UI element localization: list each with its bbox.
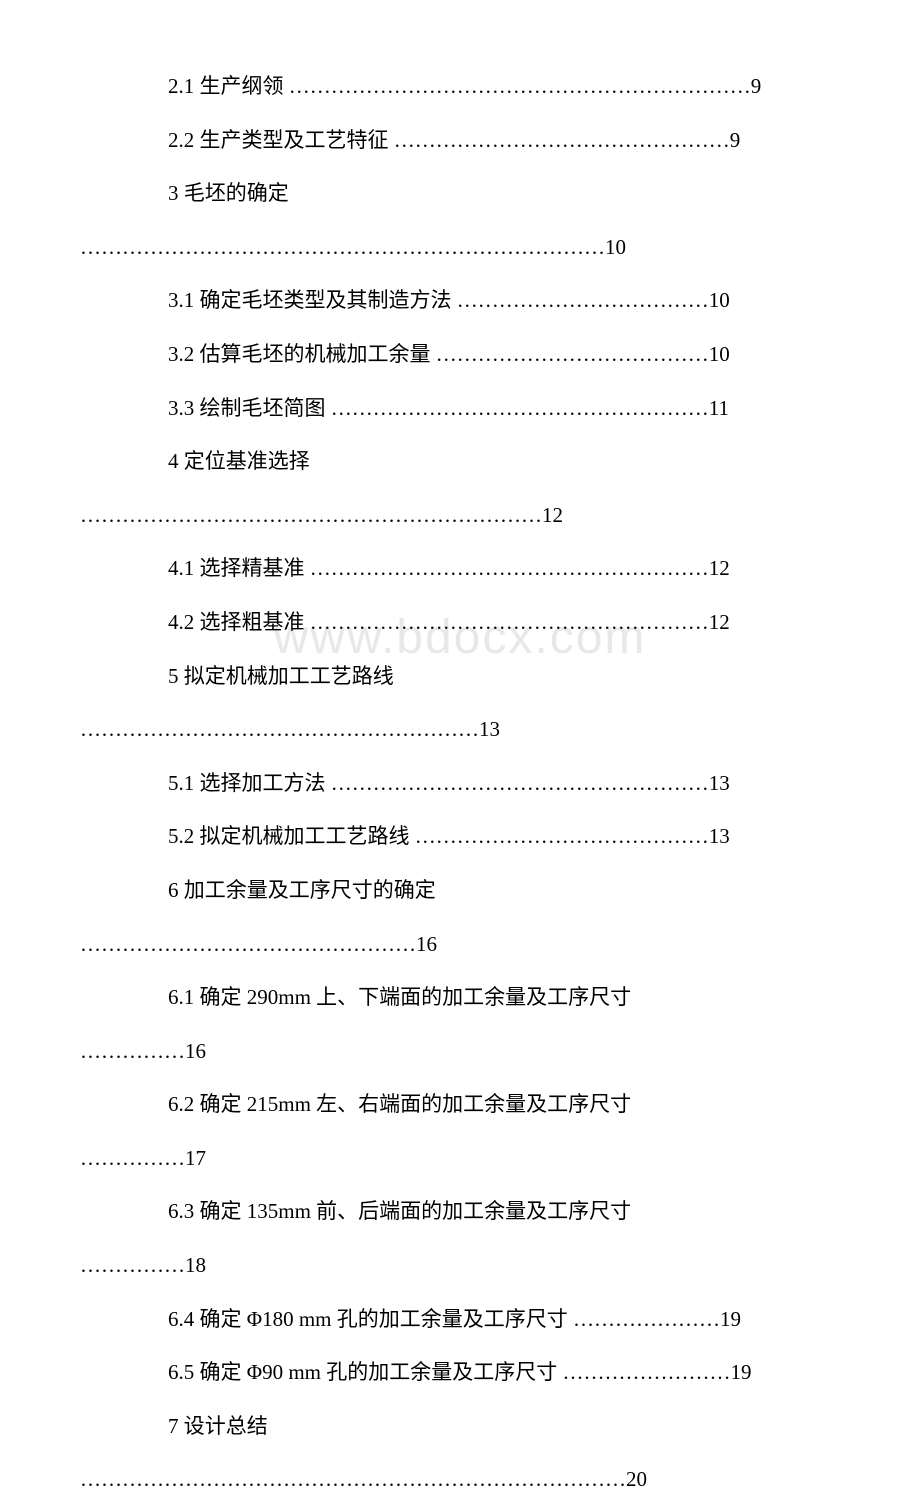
toc-container: 2.1 生产纲领 …………………………………………………………9 2.2 生产类… xyxy=(80,70,840,1497)
toc-entry: 6.5 确定 Φ90 mm 孔的加工余量及工序尺寸 ……………………19 xyxy=(80,1356,840,1390)
toc-entry-continuation: …………………………………………16 xyxy=(80,928,840,962)
toc-entry-continuation: …………………………………………………………12 xyxy=(80,499,840,533)
toc-entry: 3.2 估算毛坯的机械加工余量 …………………………………10 xyxy=(80,338,840,372)
toc-entry: 3 毛坯的确定 xyxy=(80,177,840,211)
toc-entry: 4.2 选择粗基准 …………………………………………………12 xyxy=(80,606,840,640)
toc-entry: 5.1 选择加工方法 ………………………………………………13 xyxy=(80,767,840,801)
toc-entry: 3.1 确定毛坯类型及其制造方法 ………………………………10 xyxy=(80,284,840,318)
toc-entry: 3.3 绘制毛坯简图 ………………………………………………11 xyxy=(80,392,840,426)
toc-entry-continuation: ……………18 xyxy=(80,1249,840,1283)
toc-entry: 6 加工余量及工序尺寸的确定 xyxy=(80,874,840,908)
toc-entry: 6.4 确定 Φ180 mm 孔的加工余量及工序尺寸 …………………19 xyxy=(80,1303,840,1337)
toc-entry-continuation: ……………16 xyxy=(80,1035,840,1069)
toc-entry: 6.2 确定 215mm 左、右端面的加工余量及工序尺寸 xyxy=(80,1088,840,1122)
toc-entry: 4.1 选择精基准 …………………………………………………12 xyxy=(80,552,840,586)
toc-entry-continuation: …………………………………………………………………10 xyxy=(80,231,840,265)
toc-entry-continuation: …………………………………………………13 xyxy=(80,713,840,747)
toc-entry: 2.2 生产类型及工艺特征 …………………………………………9 xyxy=(80,124,840,158)
toc-entry: 7 设计总结 xyxy=(80,1410,840,1444)
toc-content: 2.1 生产纲领 …………………………………………………………9 2.2 生产类… xyxy=(80,70,840,1497)
toc-entry: 6.3 确定 135mm 前、后端面的加工余量及工序尺寸 xyxy=(80,1195,840,1229)
toc-entry: 5.2 拟定机械加工工艺路线 ……………………………………13 xyxy=(80,820,840,854)
toc-entry: 2.1 生产纲领 …………………………………………………………9 xyxy=(80,70,840,104)
toc-entry: 4 定位基准选择 xyxy=(80,445,840,479)
toc-entry-continuation: ……………………………………………………………………20 xyxy=(80,1463,840,1497)
toc-entry: 6.1 确定 290mm 上、下端面的加工余量及工序尺寸 xyxy=(80,981,840,1015)
toc-entry: 5 拟定机械加工工艺路线 xyxy=(80,660,840,694)
toc-entry-continuation: ……………17 xyxy=(80,1142,840,1176)
